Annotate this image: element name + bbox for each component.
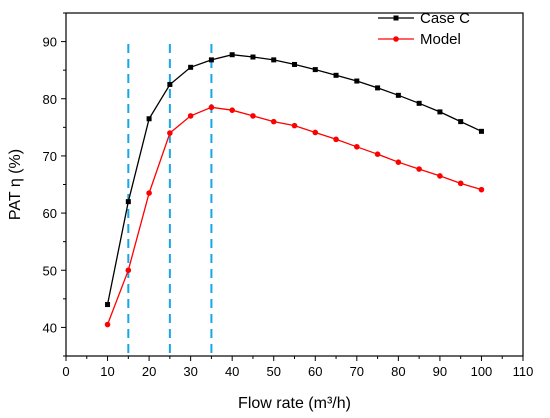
data-point: [458, 119, 464, 125]
data-point: [208, 57, 214, 63]
data-point: [354, 78, 360, 84]
data-point: [457, 180, 464, 187]
y-axis: 40 50 60 70 80 90: [43, 12, 66, 357]
legend-marker: [393, 15, 399, 21]
y-axis-title: PAT η (%): [7, 149, 24, 220]
data-point: [395, 92, 401, 98]
data-point: [354, 143, 360, 150]
legend-item: Case C: [378, 10, 470, 27]
y-tick-label: 40: [43, 320, 57, 335]
data-point: [478, 128, 484, 134]
x-axis-title: Flow rate (m³/h): [238, 395, 351, 412]
legend-item: Model: [378, 31, 461, 48]
x-tick-label: 10: [100, 364, 114, 379]
data-point: [333, 136, 339, 143]
legend-label: Model: [420, 31, 461, 48]
data-point: [374, 151, 381, 158]
data-point: [250, 113, 256, 119]
data-point: [105, 302, 111, 308]
data-point: [437, 173, 443, 179]
x-tick-label: 40: [225, 364, 239, 379]
data-point: [250, 54, 256, 60]
legend: Case C Model: [378, 10, 470, 48]
y-tick-label: 50: [43, 263, 57, 278]
x-tick-label: 0: [62, 364, 69, 379]
data-point: [125, 267, 132, 274]
data-point: [104, 321, 111, 328]
reference-lines: [127, 44, 213, 356]
x-tick-label: 100: [471, 364, 493, 379]
data-point: [437, 109, 443, 115]
x-tick-label: 20: [142, 364, 156, 379]
data-point: [291, 122, 298, 129]
legend-marker: [393, 36, 399, 42]
x-tick-label: 80: [391, 364, 405, 379]
y-tick-label: 60: [43, 206, 57, 221]
data-point: [167, 130, 173, 136]
data-point: [333, 72, 339, 78]
data-point: [208, 104, 215, 111]
x-tick-label: 90: [433, 364, 447, 379]
x-tick-label: 50: [266, 364, 280, 379]
data-point: [292, 61, 297, 67]
y-tick-label: 70: [43, 149, 57, 164]
series-line: [106, 54, 482, 305]
x-tick-label: 60: [308, 364, 322, 379]
data-point: [478, 186, 485, 193]
data-point: [146, 190, 152, 196]
x-axis: 0 10 20 30 40 50 60 70 80 90 100 110: [62, 356, 533, 379]
legend-label: Case C: [420, 10, 470, 27]
data-point: [188, 64, 194, 70]
series-layer: [104, 52, 485, 328]
y-tick-label: 90: [43, 35, 57, 50]
data-point: [395, 159, 402, 166]
data-point: [312, 129, 319, 136]
data-point: [125, 199, 131, 205]
data-point: [375, 85, 381, 91]
data-point: [146, 116, 152, 122]
y-tick-label: 80: [43, 92, 57, 107]
data-point: [416, 166, 422, 172]
series-line: [106, 106, 482, 325]
data-point: [229, 52, 235, 58]
data-point: [187, 113, 194, 119]
data-point: [229, 107, 235, 113]
data-point: [270, 118, 277, 125]
x-tick-label: 110: [513, 364, 534, 379]
data-point: [416, 100, 422, 106]
data-point: [271, 57, 277, 63]
data-point: [167, 81, 173, 87]
series-model: [104, 104, 485, 328]
x-tick-label: 70: [350, 364, 364, 379]
x-tick-label: 30: [183, 364, 197, 379]
data-point: [312, 67, 318, 73]
series-case-c: [105, 52, 484, 308]
